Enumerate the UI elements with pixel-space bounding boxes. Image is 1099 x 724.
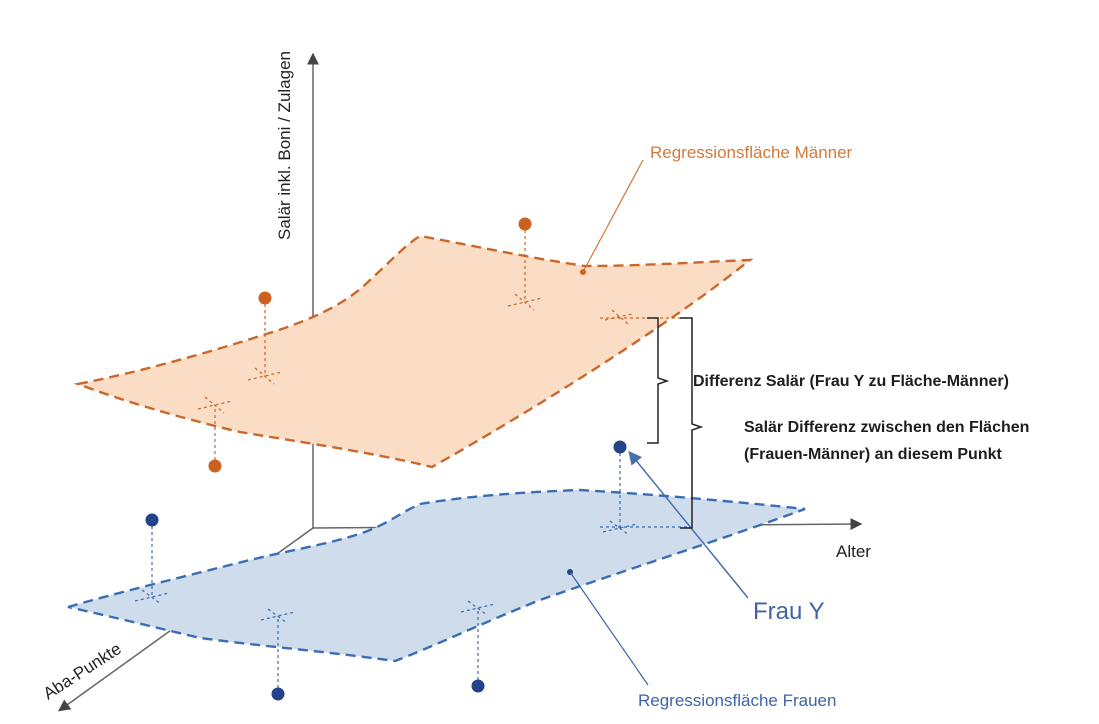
men-surface-label: Regressionsfläche Männer	[650, 143, 853, 162]
women-point	[471, 679, 485, 693]
frau-y-point	[613, 440, 627, 454]
surface-diff-label-line1: Salär Differenz zwischen den Flächen	[744, 419, 1029, 436]
surface-diff-bracket	[680, 317, 704, 529]
men-regression-surface	[73, 234, 754, 469]
women-regression-surface	[67, 488, 806, 663]
y-axis-label: Salär inkl. Boni / Zulagen	[275, 51, 294, 240]
men-label-leader	[582, 159, 644, 273]
individual-diff-bracket	[647, 317, 670, 444]
frau-y-leader	[628, 450, 749, 599]
surface-diff-label-line2: (Frauen-Männer) an diesem Punkt	[744, 446, 1002, 463]
women-point	[271, 687, 285, 701]
x-axis-label: Alter	[836, 542, 871, 561]
men-point	[518, 217, 532, 231]
men-point	[208, 459, 222, 473]
women-label-leader	[569, 571, 649, 686]
individual-diff-label: Differenz Salär (Frau Y zu Fläche-Männer…	[693, 373, 1009, 390]
men-data-points	[197, 224, 690, 466]
women-point	[145, 513, 159, 527]
men-point	[258, 291, 272, 305]
frau-y-label: Frau Y	[753, 598, 825, 625]
women-surface-label: Regressionsfläche Frauen	[638, 691, 836, 710]
women-data-points	[134, 447, 690, 694]
